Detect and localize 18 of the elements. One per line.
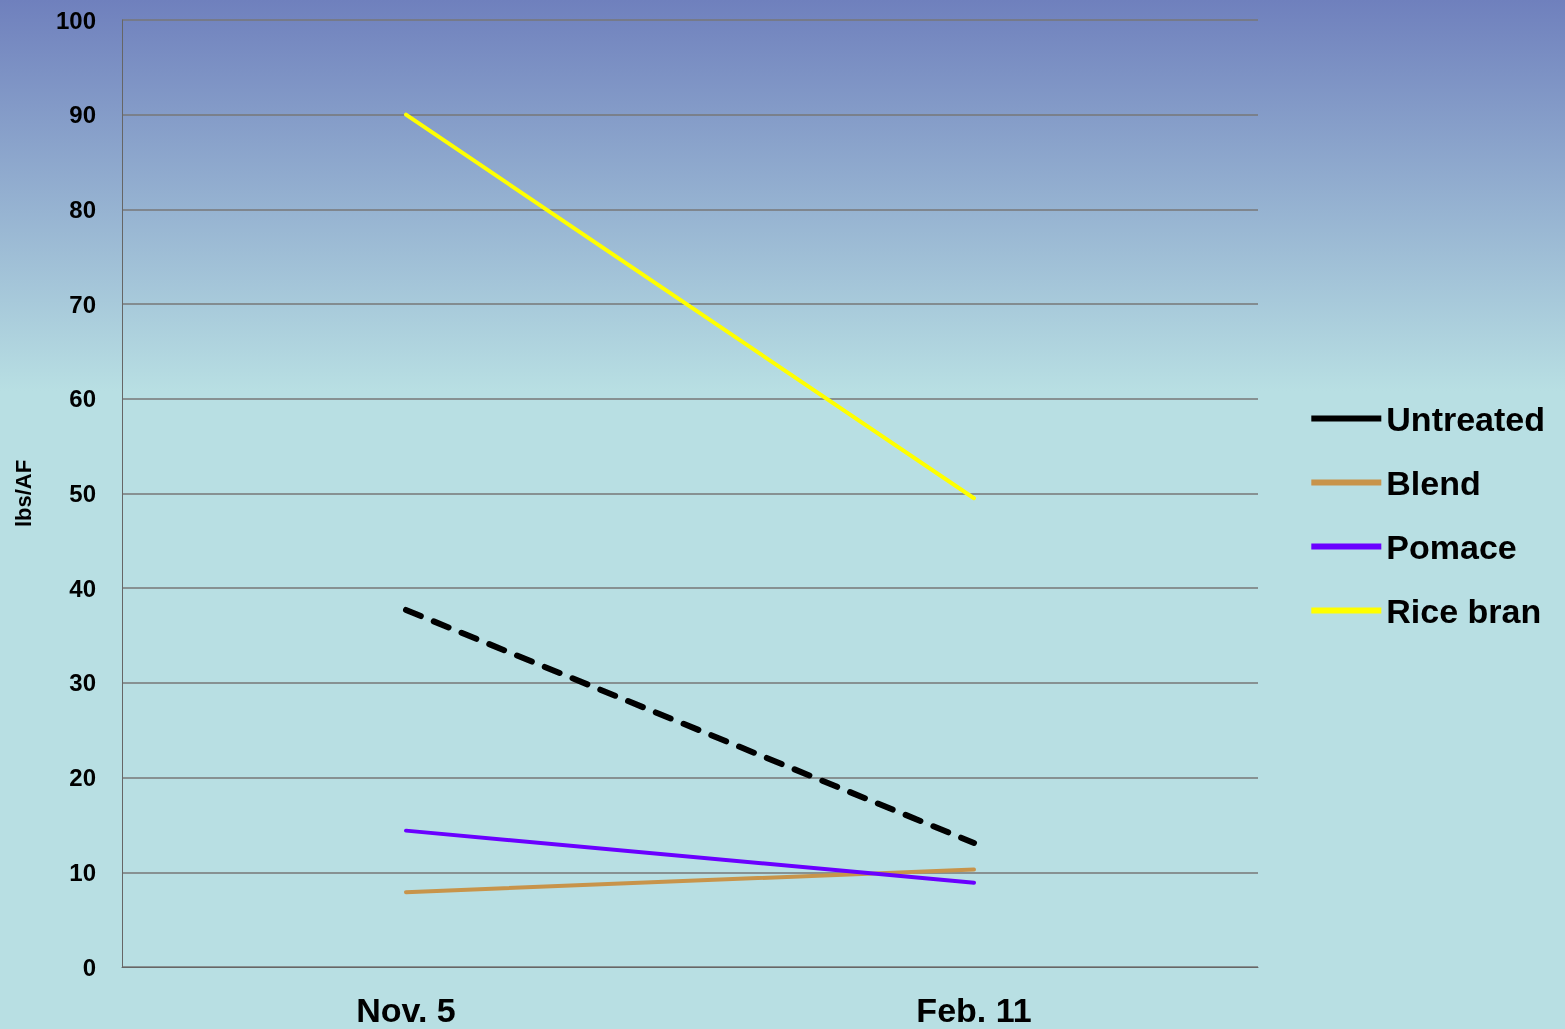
y-tick-label: 0: [82, 953, 96, 981]
y-tick-label: 100: [55, 6, 96, 34]
legend-label: Untreated: [1386, 399, 1546, 438]
x-tick-label: Nov. 5: [356, 991, 456, 1029]
x-tick-label: Feb. 11: [916, 991, 1032, 1029]
y-tick-label: 40: [69, 574, 96, 602]
y-tick-label: 80: [69, 195, 96, 223]
y-tick-label: 60: [69, 385, 96, 413]
legend-label: Blend: [1386, 463, 1481, 502]
legend-label: Rice bran: [1386, 591, 1542, 630]
y-tick-label: 30: [69, 669, 96, 697]
y-tick-label: 50: [69, 480, 96, 507]
y-tick-label: 90: [69, 101, 96, 129]
y-axis-title: lbs/AF: [10, 459, 36, 528]
legend-label: Pomace: [1386, 527, 1517, 566]
y-tick-label: 10: [69, 858, 96, 886]
y-tick-label: 70: [69, 290, 96, 318]
y-tick-label: 20: [69, 764, 96, 792]
